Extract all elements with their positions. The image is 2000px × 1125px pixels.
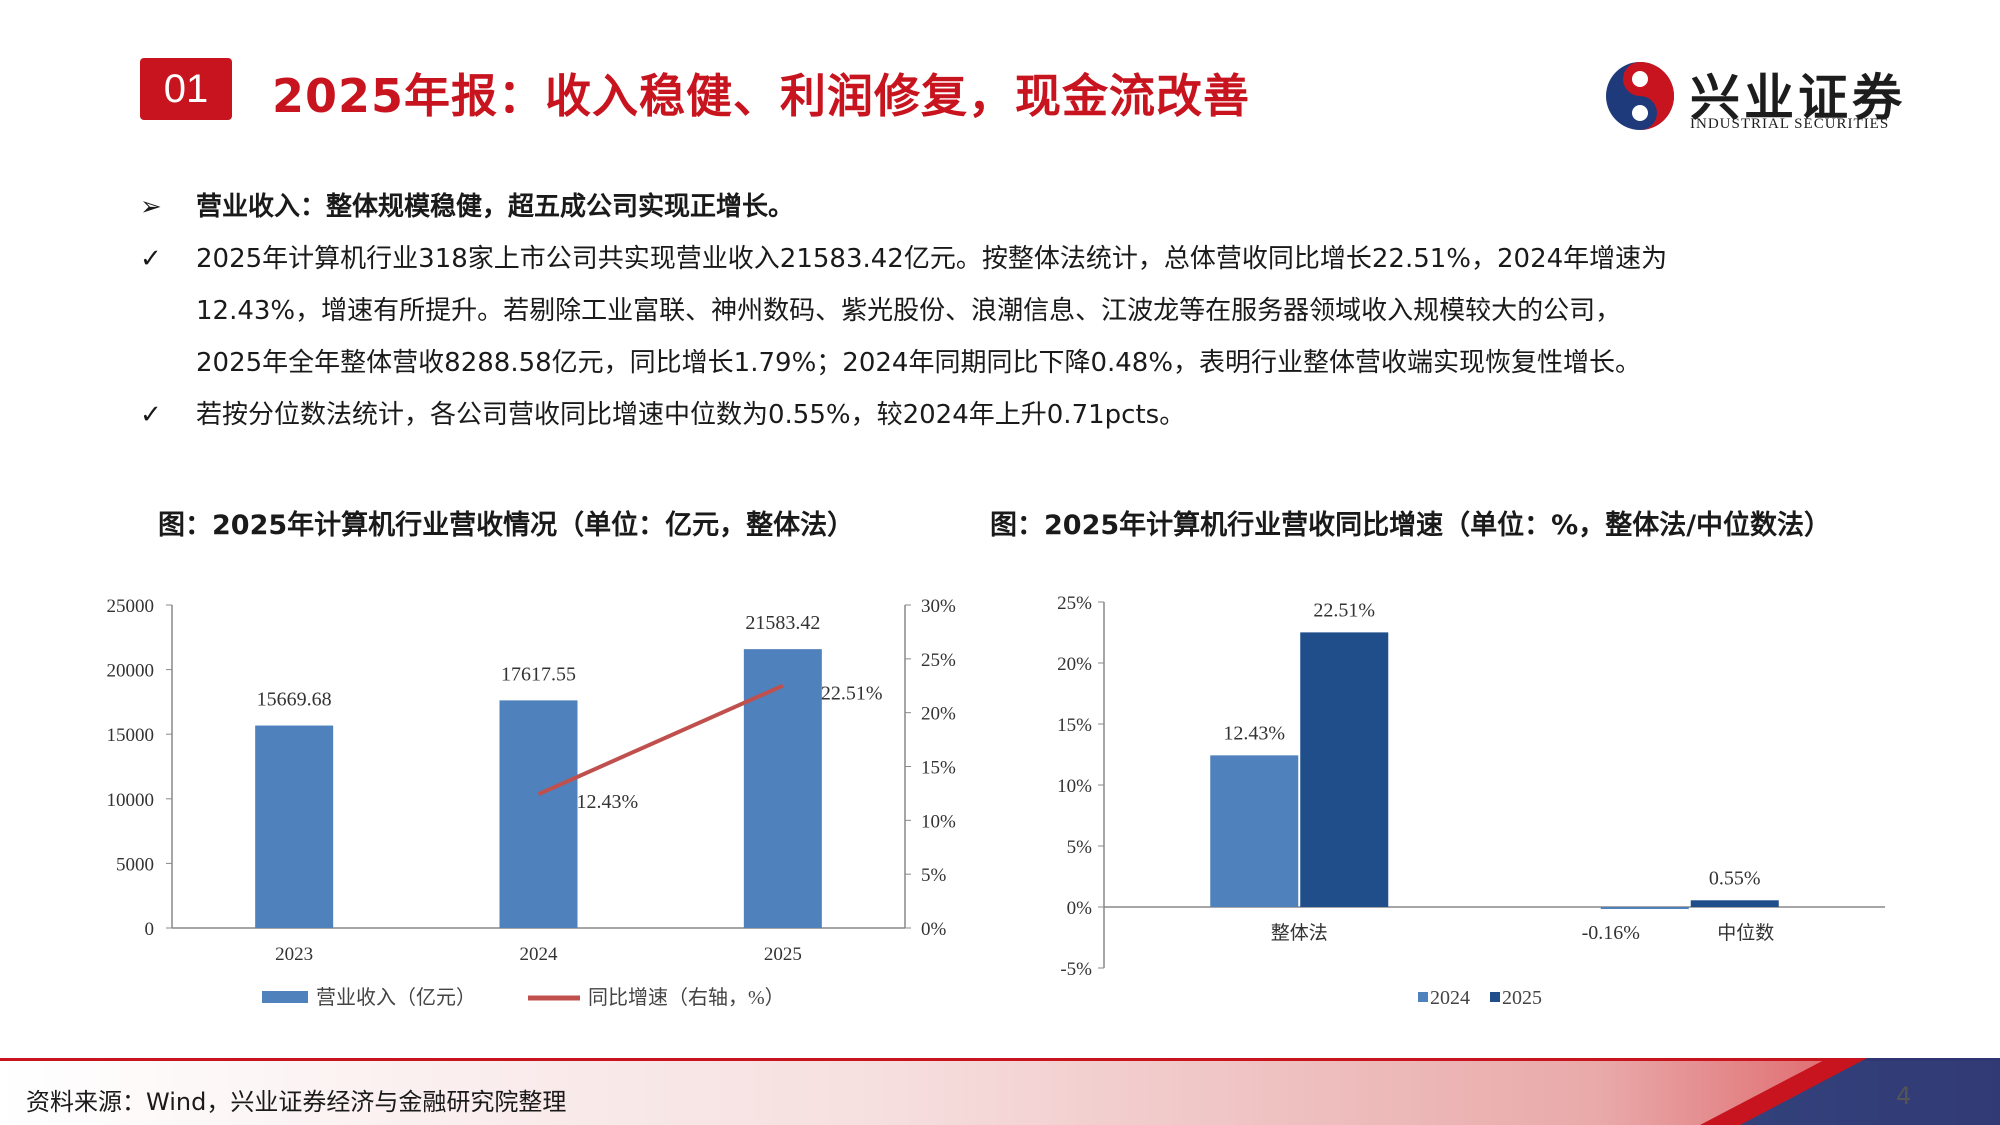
left-tick-label: 15000 [107,725,155,746]
page-number: 4 [1896,1082,1912,1110]
check-bullet-icon: ✓ [140,244,162,274]
right-tick-label: 30% [921,596,956,617]
left-tick-label: 10000 [107,790,155,811]
legend-swatch-2024 [1418,992,1428,1002]
arrow-bullet-icon: ➢ [140,192,162,222]
right-tick-label: 5% [921,865,947,886]
right-tick-label: 25% [921,650,956,671]
legend-label-revenue: 营业收入（亿元） [316,986,476,1009]
growth-bar-2024 [1210,755,1299,907]
revenue-bar [499,700,578,928]
revenue-bar-label: 17617.55 [501,663,576,685]
paragraph-1-line-3: 2025年全年整体营收8288.58亿元，同比增长1.79%；2024年同期同比… [196,348,1642,378]
y-tick-label: 10% [1057,776,1092,797]
left-tick-label: 25000 [107,596,155,617]
y-tick-label: 15% [1057,715,1092,736]
left-tick-label: 0 [145,919,155,940]
x-tick-label: 2025 [764,944,802,965]
growth-bar-label: 0.55% [1709,867,1761,889]
growth-line-label: 22.51% [821,683,883,705]
y-tick-label: -5% [1060,959,1092,980]
logo-english-text: INDUSTRIAL SECURITIES [1690,116,1890,132]
y-tick-label: 25% [1057,593,1092,614]
paragraph-1-line-1: 2025年计算机行业318家上市公司共实现营业收入21583.42亿元。按整体法… [196,244,1668,274]
revenue-bar-label: 15669.68 [257,689,332,711]
chart-1-title: 图：2025年计算机行业营收情况（单位：亿元，整体法） [158,510,855,541]
check-bullet-icon: ✓ [140,400,162,430]
growth-bar-2025 [1300,632,1389,907]
right-tick-label: 0% [921,919,947,940]
logo-mark-icon [1606,62,1674,130]
right-tick-label: 20% [921,704,956,725]
x-tick-label: 2024 [520,944,559,965]
chart-2-title: 图：2025年计算机行业营收同比增速（单位：%，整体法/中位数法） [990,510,1832,541]
legend-swatch-2025 [1490,992,1500,1002]
chart-1-revenue: 0 5000 10000 15000 20000 25000 0% 5% 10% 15% 20% 25… [107,596,957,1009]
right-tick-label: 10% [921,811,956,832]
logo-chinese-text: 兴业证券 [1690,69,1906,127]
left-tick-label: 5000 [116,854,154,875]
revenue-bar [255,725,334,928]
growth-line [537,683,784,796]
y-tick-label: 20% [1057,654,1092,675]
footer-band [0,1058,2000,1125]
growth-bar-label: -0.16% [1582,922,1640,944]
legend-label-2024: 2024 [1430,987,1470,1009]
paragraph-1-line-2: 12.43%，增速有所提升。若剔除工业富联、神州数码、紫光股份、浪潮信息、江波龙… [196,296,1622,326]
legend-label-2025: 2025 [1502,987,1542,1009]
growth-bar-label: 12.43% [1223,722,1285,744]
right-tick-label: 15% [921,758,956,779]
legend-swatch-revenue [262,991,308,1003]
paragraph-2: 若按分位数法统计，各公司营收同比增速中位数为0.55%，较2024年上升0.71… [196,400,1186,430]
x-tick-label: 2023 [275,944,313,965]
logo [1606,62,1674,130]
section-number-badge: 01 [140,58,232,120]
revenue-bar-label: 21583.42 [745,612,820,634]
y-tick-label: 0% [1067,898,1093,919]
left-tick-label: 20000 [107,661,155,682]
legend-label-growth: 同比增速（右轴，%） [588,986,785,1009]
x-tick-label: 中位数 [1717,922,1774,944]
source-note: 资料来源：Wind，兴业证券经济与金融研究院整理 [26,1088,567,1116]
chart-2-growth: -5% 0% 5% 10% 15% 20% 25% 12.43% 22.51% 整体法 -0.16%… [1057,593,1885,1009]
growth-line-label: 12.43% [577,791,639,813]
bullet-heading: 营业收入：整体规模稳健，超五成公司实现正增长。 [196,192,795,222]
revenue-bar [743,649,822,928]
growth-bar-2025 [1690,900,1779,907]
page-title: 2025年报：收入稳健、利润修复，现金流改善 [272,69,1251,123]
growth-bar-label: 22.51% [1313,599,1375,621]
y-tick-label: 5% [1067,837,1093,858]
x-tick-label: 整体法 [1271,922,1328,944]
growth-bar-2024 [1600,907,1689,909]
